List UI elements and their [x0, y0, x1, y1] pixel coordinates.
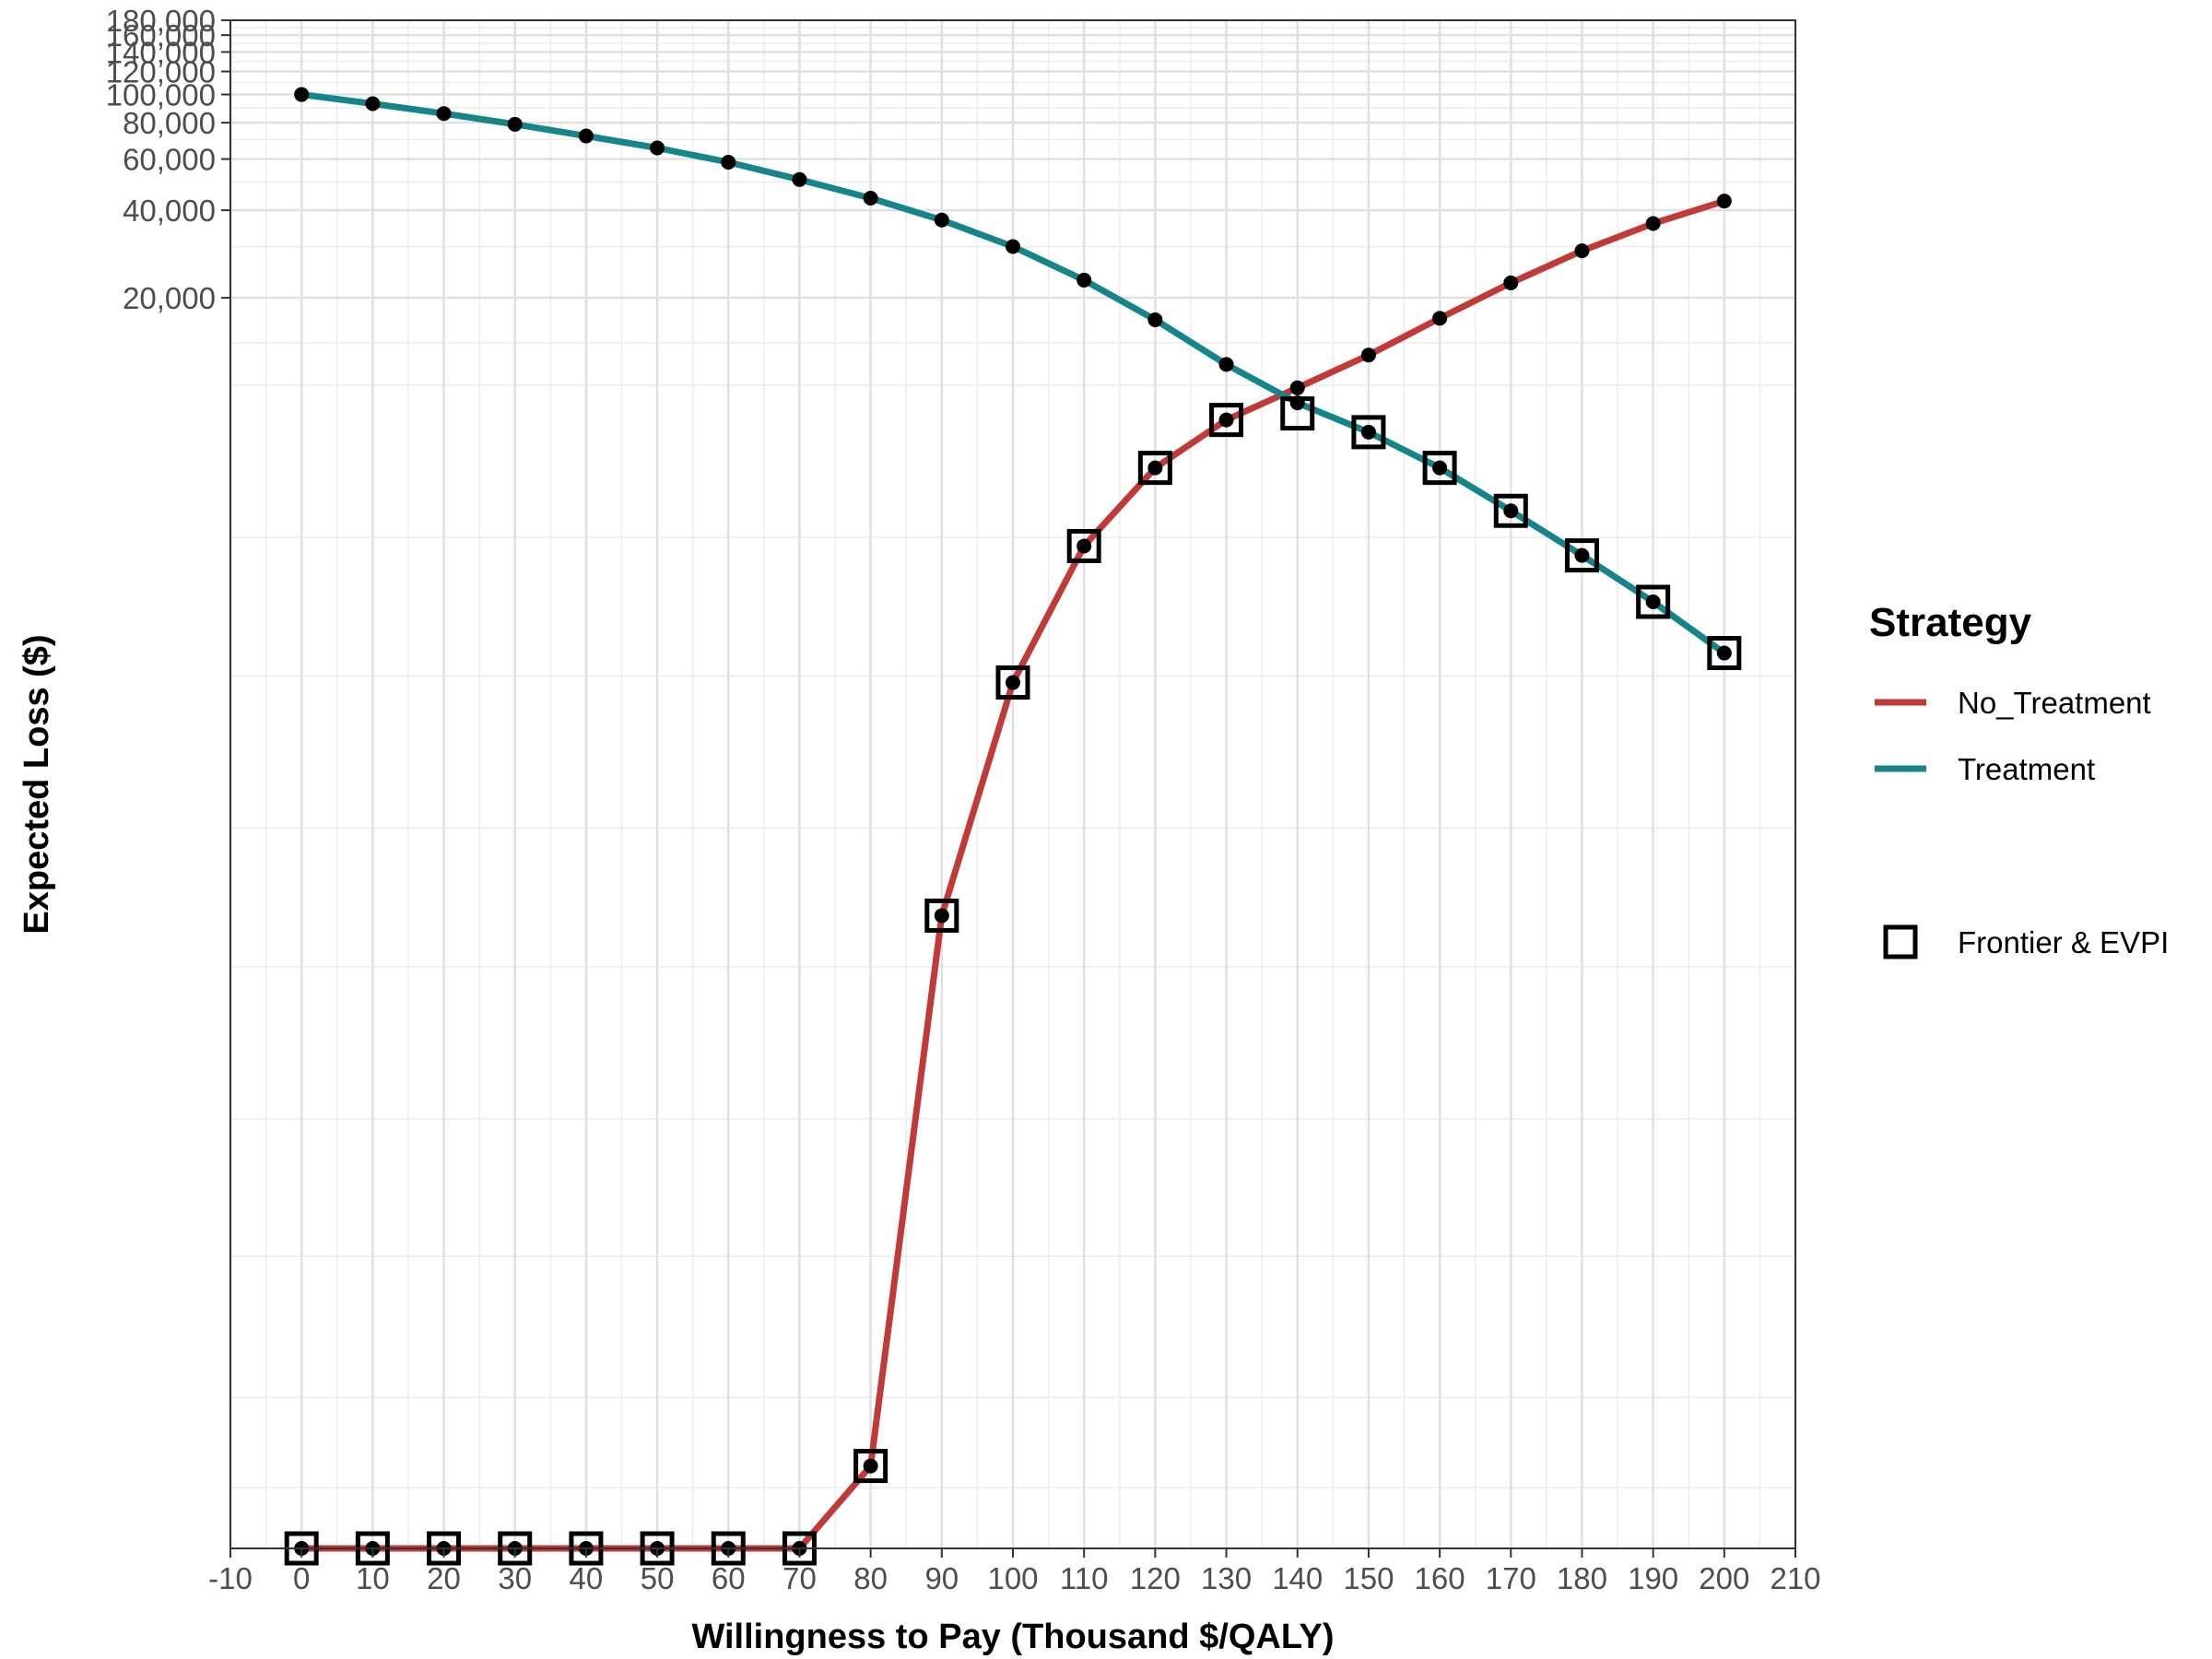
- x-tick-label: 80: [853, 1561, 888, 1595]
- x-tick-label: 70: [782, 1561, 817, 1595]
- legend-label-frontier: Frontier & EVPI: [1958, 925, 2169, 959]
- data-point-treatment: [1077, 272, 1092, 288]
- data-point-treatment: [792, 171, 807, 187]
- frontier-marker: [924, 898, 959, 933]
- frontier-marker: [1066, 528, 1101, 563]
- x-tick-label: -10: [208, 1561, 253, 1595]
- data-point-treatment: [1218, 357, 1234, 372]
- legend-title: Strategy: [1869, 600, 2032, 645]
- x-tick-label: 150: [1343, 1561, 1394, 1595]
- x-tick-label: 140: [1272, 1561, 1323, 1595]
- legend: Strategy No_Treatment Treatment Frontier…: [1869, 600, 2169, 959]
- x-tick-label: 100: [987, 1561, 1038, 1595]
- legend-label-no-treatment: No_Treatment: [1958, 686, 2151, 720]
- y-axis-title: Expected Loss ($): [18, 634, 56, 934]
- x-axis-ticks: -10 0 10 20 30 40 50 60 70 80 90 100 110 120 130 140 150…: [208, 1548, 1821, 1595]
- data-point-no-treatment: [1360, 347, 1376, 363]
- data-point-no-treatment: [1432, 311, 1448, 326]
- x-tick-label: 50: [641, 1561, 675, 1595]
- data-point-treatment: [863, 191, 878, 206]
- frontier-marker: [995, 665, 1030, 700]
- data-point-treatment: [365, 96, 381, 112]
- x-tick-label: 0: [293, 1561, 310, 1595]
- legend-label-treatment: Treatment: [1958, 752, 2095, 786]
- data-point-no-treatment: [1077, 538, 1092, 554]
- y-tick-label: 100,000: [106, 78, 216, 112]
- x-tick-label: 10: [356, 1561, 390, 1595]
- frontier-marker: [1280, 396, 1315, 431]
- y-tick-label: 60,000: [123, 143, 216, 177]
- x-tick-label: 110: [1060, 1561, 1109, 1595]
- y-tick-label: 160,000: [106, 18, 216, 53]
- y-axis-ticks: 20,000 40,000 60,00080,000100,000120,00014…: [106, 4, 230, 315]
- data-point-no-treatment: [1147, 460, 1163, 476]
- data-point-treatment: [721, 154, 736, 170]
- y-tick-label: 140,000: [106, 35, 216, 69]
- data-point-no-treatment: [1218, 412, 1234, 428]
- frontier-marker: [1707, 636, 1742, 671]
- frontier-marker: [1137, 451, 1172, 486]
- data-point-treatment: [1432, 460, 1448, 476]
- x-tick-label: 200: [1699, 1561, 1749, 1595]
- x-tick-label: 30: [498, 1561, 532, 1595]
- data-point-treatment: [1006, 239, 1020, 254]
- x-axis-title: Willingness to Pay (Thousand $/QALY): [691, 1618, 1334, 1656]
- data-point-no-treatment: [1289, 380, 1305, 395]
- data-point-treatment: [934, 212, 949, 228]
- x-tick-label: 160: [1415, 1561, 1465, 1595]
- x-tick-label: 210: [1770, 1561, 1820, 1595]
- data-point-no-treatment: [1006, 675, 1020, 690]
- x-tick-label: 90: [924, 1561, 959, 1595]
- y-tick-label: 120,000: [106, 55, 216, 89]
- frontier-marker: [1636, 584, 1671, 619]
- data-point-no-treatment: [1645, 216, 1661, 231]
- x-tick-label: 120: [1130, 1561, 1181, 1595]
- x-tick-label: 170: [1486, 1561, 1536, 1595]
- data-point-no-treatment: [1503, 275, 1519, 290]
- legend-key-frontier: [1883, 924, 1918, 959]
- frontier-marker: [1422, 451, 1457, 486]
- data-point-no-treatment: [1716, 194, 1732, 209]
- y-tick-label: 20,000: [123, 281, 216, 315]
- frontier-marker: [1351, 415, 1386, 450]
- frontier-marker: [1209, 403, 1244, 438]
- data-point-treatment: [507, 116, 523, 132]
- x-tick-label: 130: [1201, 1561, 1252, 1595]
- frontier-marker: [1564, 538, 1599, 573]
- data-point-treatment: [436, 106, 452, 122]
- y-tick-label: 80,000: [123, 106, 216, 140]
- frontier-marker: [1493, 493, 1528, 528]
- data-point-treatment: [1645, 594, 1661, 609]
- data-point-treatment: [1716, 645, 1732, 661]
- x-tick-label: 40: [570, 1561, 604, 1595]
- y-tick-label: 40,000: [123, 194, 216, 228]
- data-point-no-treatment: [863, 1458, 878, 1474]
- data-point-treatment: [1147, 312, 1163, 327]
- data-point-treatment: [650, 140, 665, 156]
- frontier-marker: [853, 1449, 888, 1484]
- data-point-treatment: [1360, 424, 1376, 440]
- data-point-treatment: [1574, 547, 1590, 563]
- x-tick-label: 60: [712, 1561, 746, 1595]
- x-tick-label: 20: [427, 1561, 461, 1595]
- data-point-treatment: [1503, 503, 1519, 519]
- x-tick-label: 190: [1628, 1561, 1678, 1595]
- data-point-treatment: [294, 87, 310, 102]
- data-point-no-treatment: [1574, 243, 1590, 259]
- data-points: [294, 87, 1732, 1556]
- data-point-no-treatment: [934, 908, 949, 924]
- x-tick-label: 180: [1557, 1561, 1607, 1595]
- data-point-treatment: [578, 128, 594, 144]
- y-tick-label: 180,000: [106, 4, 216, 38]
